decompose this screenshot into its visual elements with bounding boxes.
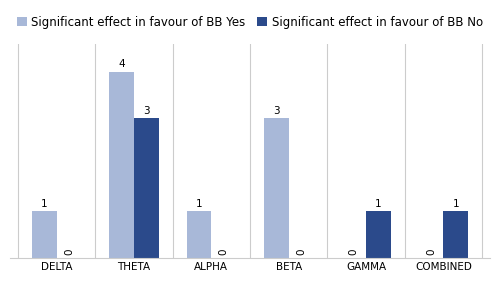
Text: 1: 1 — [452, 199, 459, 209]
Text: 0: 0 — [218, 248, 228, 255]
Bar — [32, 211, 56, 258]
Text: 0: 0 — [348, 248, 358, 255]
Text: 0: 0 — [64, 248, 74, 255]
Text: 1: 1 — [41, 199, 48, 209]
Text: 4: 4 — [118, 59, 125, 69]
Text: 0: 0 — [426, 248, 436, 255]
Text: 3: 3 — [143, 105, 150, 115]
Bar — [264, 118, 288, 258]
Bar — [444, 211, 468, 258]
Text: 3: 3 — [273, 105, 280, 115]
Bar — [186, 211, 212, 258]
Text: 1: 1 — [375, 199, 382, 209]
Legend: Significant effect in favour of BB Yes, Significant effect in favour of BB No: Significant effect in favour of BB Yes, … — [12, 11, 488, 34]
Text: 0: 0 — [296, 248, 306, 255]
Bar — [134, 118, 158, 258]
Bar — [109, 72, 134, 258]
Text: 1: 1 — [196, 199, 202, 209]
Bar — [366, 211, 391, 258]
